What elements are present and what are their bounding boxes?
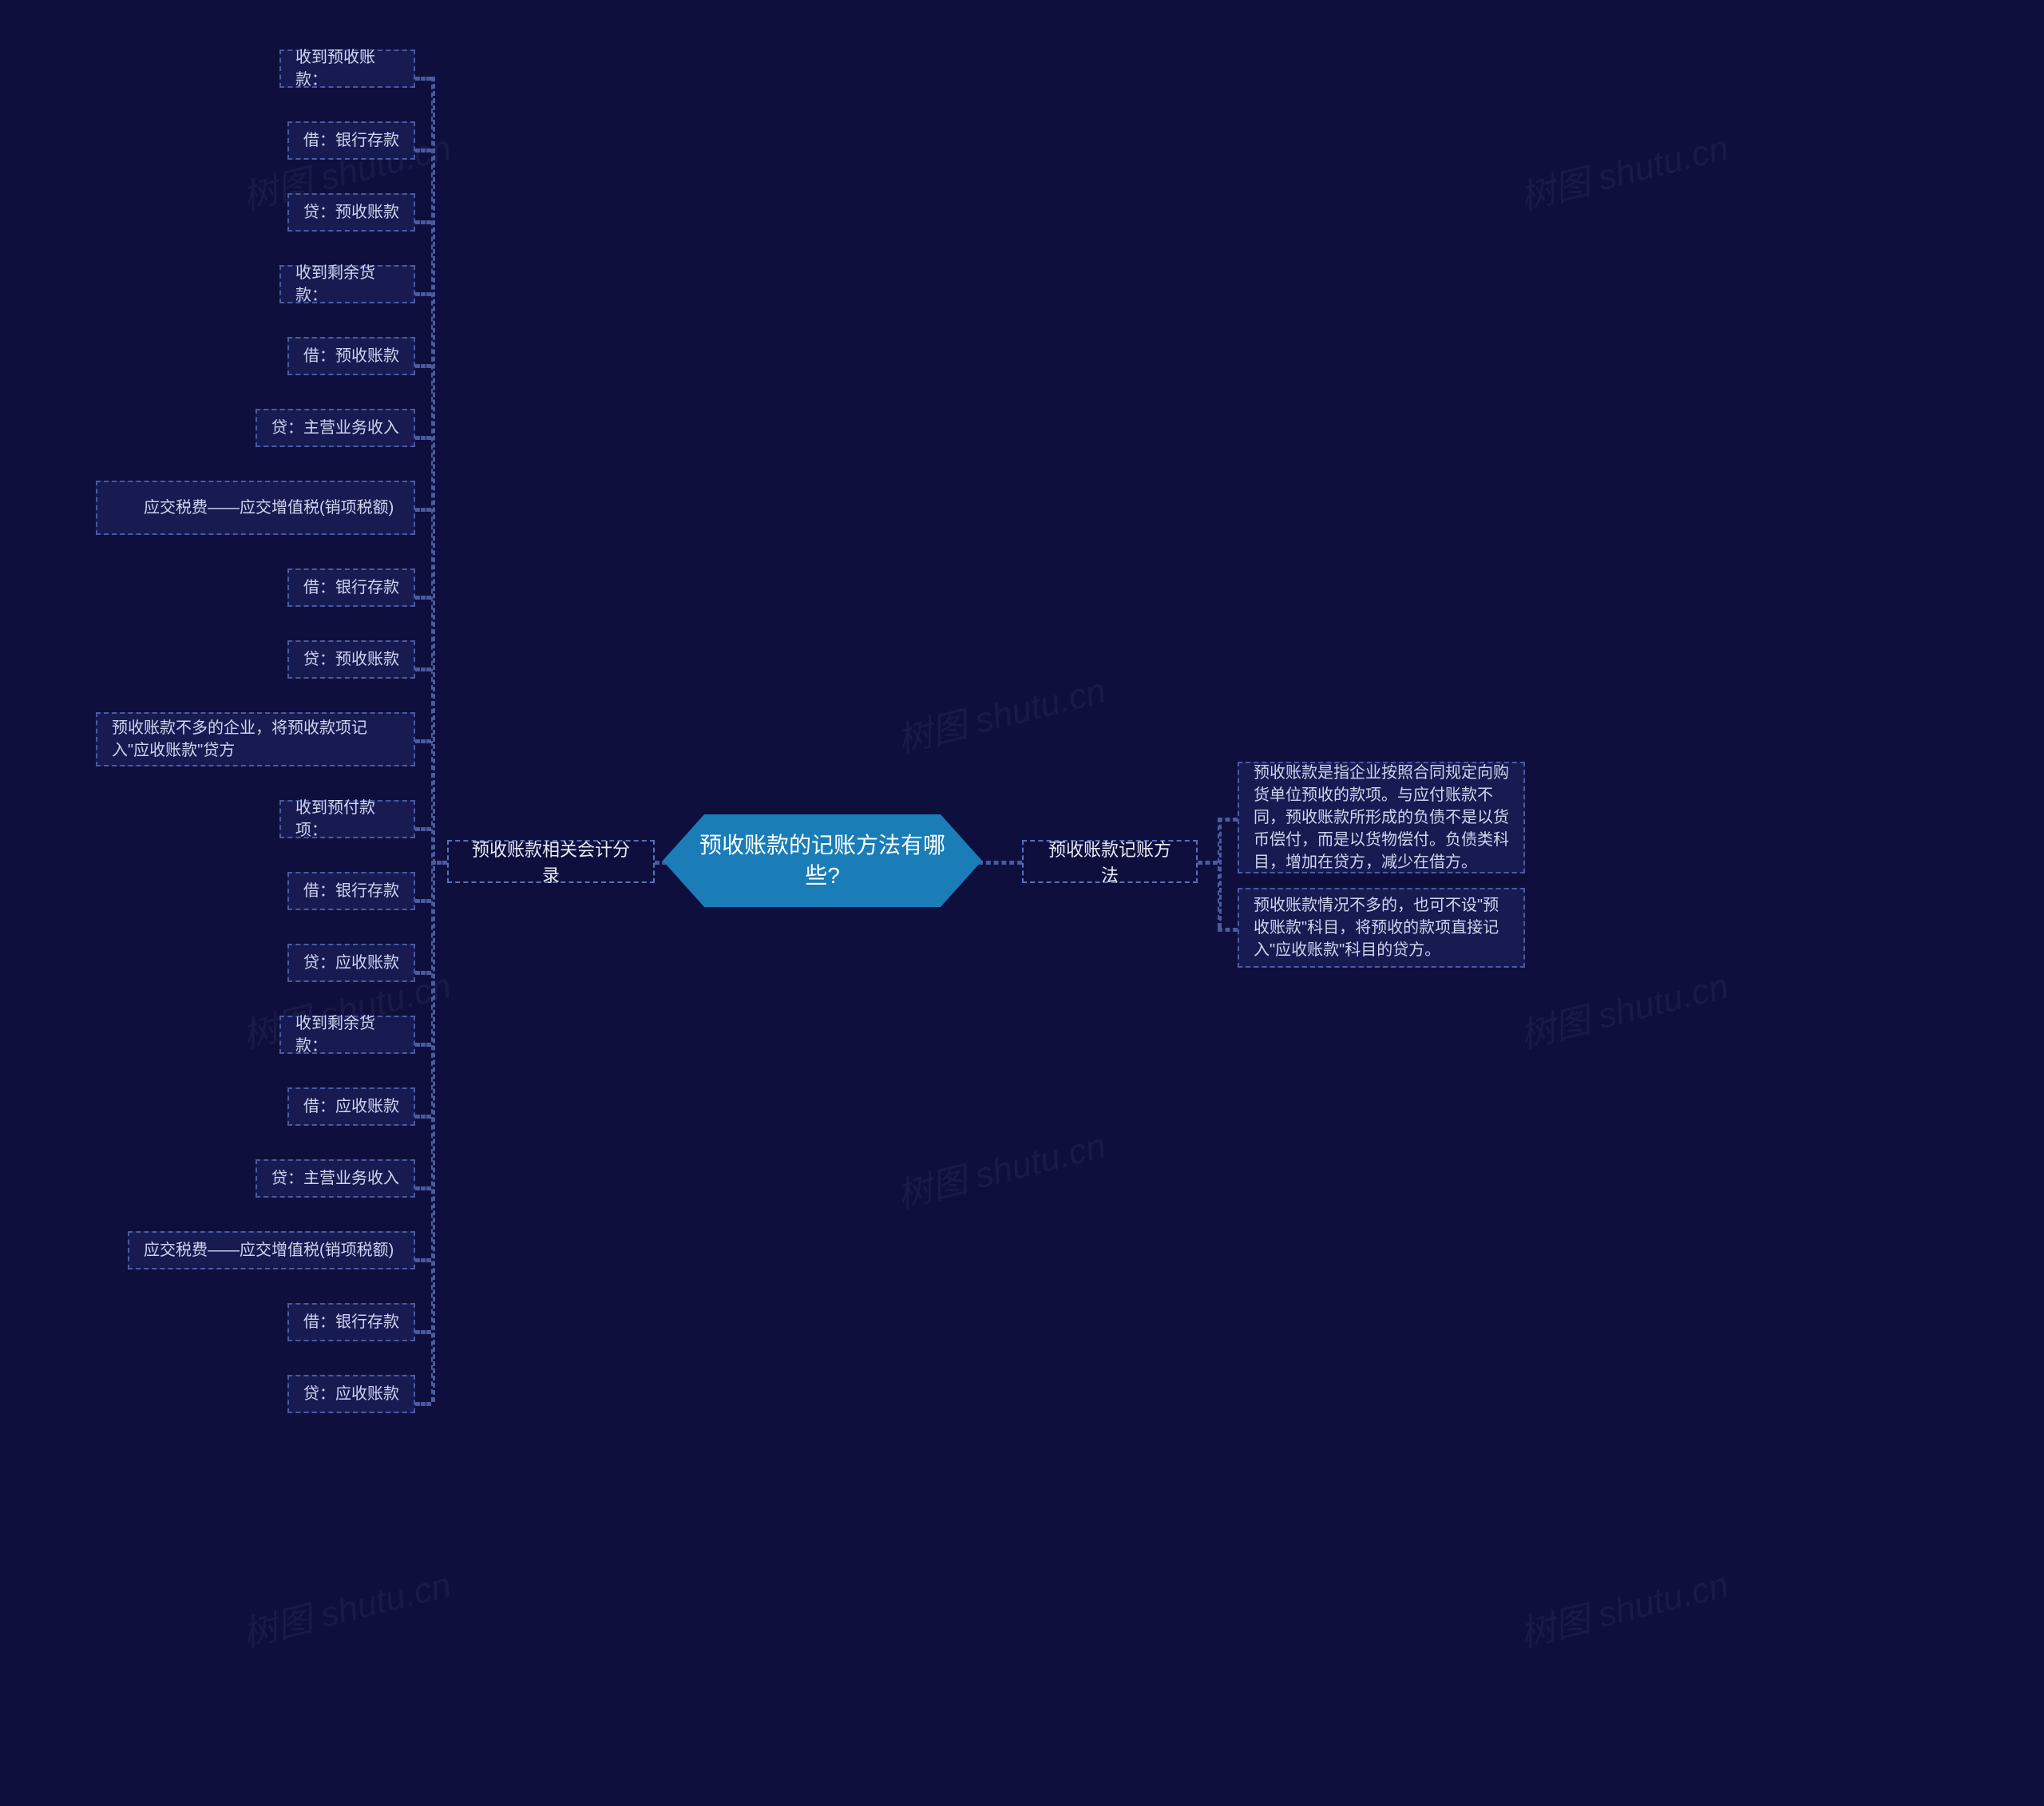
- leaf-text: 贷：主营业务收入: [271, 417, 399, 439]
- leaf-text: 借：银行存款: [303, 1311, 399, 1333]
- leaf-text: 贷：预收账款: [303, 201, 399, 224]
- leaf-text: 收到剩余货款：: [295, 262, 399, 307]
- edge: [415, 220, 431, 224]
- leaf-text: 预收账款不多的企业，将预收款项记入"应收账款"贷方: [112, 717, 399, 762]
- leaf-left[interactable]: 借：银行存款: [287, 872, 415, 910]
- leaf-left[interactable]: 贷：应收账款: [287, 1375, 415, 1413]
- leaf-text: 应交税费——应交增值税(销项税额): [112, 497, 394, 519]
- watermark: 树图 shutu.cn: [1514, 119, 1733, 220]
- mindmap-canvas: 树图 shutu.cn 树图 shutu.cn 树图 shutu.cn 树图 s…: [0, 0, 2044, 1806]
- leaf-text: 收到剩余货款：: [295, 1012, 399, 1057]
- leaf-left[interactable]: 收到预付款项：: [279, 800, 415, 838]
- leaf-left[interactable]: 收到剩余货款：: [279, 265, 415, 303]
- leaf-text: 应交税费——应交增值税(销项税额): [144, 1239, 394, 1261]
- leaf-text: 借：预收账款: [303, 345, 399, 367]
- edge: [415, 364, 431, 368]
- leaf-left[interactable]: 贷：预收账款: [287, 193, 415, 232]
- leaf-left[interactable]: 借：银行存款: [287, 121, 415, 160]
- leaf-text: 借：银行存款: [303, 129, 399, 152]
- branch-left[interactable]: 预收账款相关会计分录: [447, 840, 655, 883]
- edge: [1198, 861, 1218, 865]
- leaf-left[interactable]: 贷：应收账款: [287, 944, 415, 982]
- edge: [415, 667, 431, 671]
- leaf-text: 预收账款是指企业按照合同规定向购货单位预收的款项。与应付账款不同，预收账款所形成…: [1254, 762, 1509, 873]
- leaf-text: 预收账款情况不多的，也可不设"预收账款"科目，将预收的款项直接记入"应收账款"科…: [1254, 894, 1509, 961]
- leaf-left[interactable]: 应交税费——应交增值税(销项税额): [96, 481, 415, 535]
- edge: [415, 899, 431, 903]
- edge: [1218, 928, 1238, 932]
- leaf-left[interactable]: 收到剩余货款：: [279, 1016, 415, 1054]
- edge-bus-left: [431, 77, 435, 1402]
- leaf-left[interactable]: 借：银行存款: [287, 1303, 415, 1341]
- leaf-text: 贷：预收账款: [303, 648, 399, 671]
- branch-label: 预收账款记账方法: [1041, 836, 1178, 887]
- leaf-left[interactable]: 应交税费——应交增值税(销项税额): [128, 1231, 415, 1269]
- branch-right[interactable]: 预收账款记账方法: [1022, 840, 1198, 883]
- leaf-right[interactable]: 预收账款情况不多的，也可不设"预收账款"科目，将预收的款项直接记入"应收账款"科…: [1238, 888, 1525, 968]
- watermark: 树图 shutu.cn: [891, 662, 1110, 763]
- edge: [415, 1330, 431, 1334]
- leaf-left[interactable]: 贷：主营业务收入: [256, 1159, 415, 1198]
- edge: [415, 1115, 431, 1119]
- edge: [415, 77, 431, 81]
- leaf-text: 贷：应收账款: [303, 1383, 399, 1405]
- leaf-text: 借：银行存款: [303, 576, 399, 599]
- leaf-text: 借：银行存款: [303, 880, 399, 902]
- leaf-left[interactable]: 借：应收账款: [287, 1087, 415, 1126]
- watermark: 树图 shutu.cn: [1514, 1556, 1733, 1657]
- edge: [415, 1043, 431, 1047]
- watermark: 树图 shutu.cn: [1514, 957, 1733, 1059]
- root-label: 预收账款的记账方法有哪些?: [690, 830, 955, 891]
- root-node[interactable]: 预收账款的记账方法有哪些?: [663, 814, 982, 907]
- leaf-left[interactable]: 借：预收账款: [287, 337, 415, 375]
- watermark: 树图 shutu.cn: [236, 1556, 455, 1657]
- edge: [415, 1186, 431, 1190]
- edge: [978, 861, 1022, 865]
- leaf-text: 收到预收账款：: [295, 46, 399, 91]
- watermark: 树图 shutu.cn: [891, 1117, 1110, 1218]
- edge: [415, 827, 431, 831]
- leaf-left[interactable]: 收到预收账款：: [279, 50, 415, 88]
- edge: [415, 436, 431, 440]
- leaf-text: 贷：应收账款: [303, 952, 399, 974]
- edge: [1218, 818, 1238, 822]
- leaf-left[interactable]: 预收账款不多的企业，将预收款项记入"应收账款"贷方: [96, 712, 415, 766]
- branch-label: 预收账款相关会计分录: [466, 836, 636, 887]
- edge: [415, 149, 431, 152]
- edge: [415, 508, 431, 512]
- leaf-left[interactable]: 贷：预收账款: [287, 640, 415, 679]
- edge: [415, 596, 431, 600]
- edge: [415, 971, 431, 975]
- edge: [1218, 818, 1222, 928]
- edge: [415, 292, 431, 296]
- leaf-left[interactable]: 贷：主营业务收入: [256, 409, 415, 447]
- edge: [415, 1402, 431, 1406]
- leaf-right[interactable]: 预收账款是指企业按照合同规定向购货单位预收的款项。与应付账款不同，预收账款所形成…: [1238, 762, 1525, 873]
- leaf-text: 贷：主营业务收入: [271, 1167, 399, 1190]
- leaf-left[interactable]: 借：银行存款: [287, 568, 415, 607]
- edge: [415, 739, 431, 743]
- edge: [415, 1258, 431, 1262]
- leaf-text: 借：应收账款: [303, 1095, 399, 1118]
- leaf-text: 收到预付款项：: [295, 797, 399, 842]
